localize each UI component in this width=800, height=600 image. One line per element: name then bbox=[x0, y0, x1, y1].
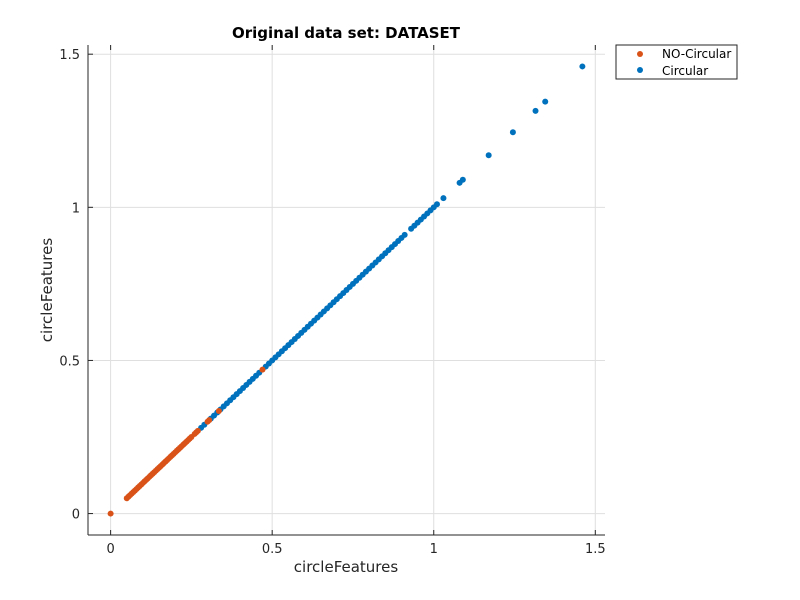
point-circular-70 bbox=[433, 201, 440, 208]
legend-box bbox=[615, 44, 738, 80]
axes bbox=[87, 45, 605, 536]
point-circular-77 bbox=[542, 98, 549, 105]
point-no-circular-0 bbox=[107, 510, 114, 517]
y-tick-label-3: 1.5 bbox=[59, 48, 80, 63]
grid-lines bbox=[88, 45, 605, 535]
tick-labels: 0 0.5 1 1.5 0 0.5 1 1.5 bbox=[59, 48, 605, 557]
point-circular-71 bbox=[440, 195, 447, 202]
point-no-circular-47 bbox=[215, 407, 222, 414]
y-tick-label-1: 0.5 bbox=[59, 354, 80, 369]
data-points bbox=[107, 63, 586, 517]
point-no-circular-48 bbox=[259, 366, 266, 373]
x-axis-title: circleFeatures bbox=[294, 558, 399, 576]
point-circular-73 bbox=[459, 176, 466, 183]
legend: NO-Circular Circular bbox=[615, 44, 738, 80]
x-tick-label-1: 0.5 bbox=[262, 542, 283, 557]
point-circular-78 bbox=[579, 63, 586, 70]
x-tick-label-0: 0 bbox=[106, 542, 114, 557]
point-no-circular-44 bbox=[194, 427, 201, 434]
y-axis-title: circleFeatures bbox=[38, 238, 56, 343]
chart-title: Original data set: DATASET bbox=[232, 24, 461, 42]
x-tick-label-2: 1 bbox=[430, 542, 438, 557]
point-circular-74 bbox=[485, 152, 492, 159]
legend-marker-circular bbox=[637, 67, 643, 73]
legend-label-circular: Circular bbox=[662, 64, 708, 78]
point-no-circular-46 bbox=[206, 417, 213, 424]
y-tick-label-0: 0 bbox=[72, 508, 80, 523]
y-tick-label-2: 1 bbox=[72, 201, 80, 216]
point-circular-76 bbox=[532, 107, 539, 114]
legend-marker-no-circular bbox=[637, 51, 643, 57]
point-circular-61 bbox=[401, 231, 408, 238]
legend-label-no-circular: NO-Circular bbox=[662, 47, 731, 61]
x-tick-label-3: 1.5 bbox=[585, 542, 606, 557]
point-circular-75 bbox=[509, 129, 516, 136]
